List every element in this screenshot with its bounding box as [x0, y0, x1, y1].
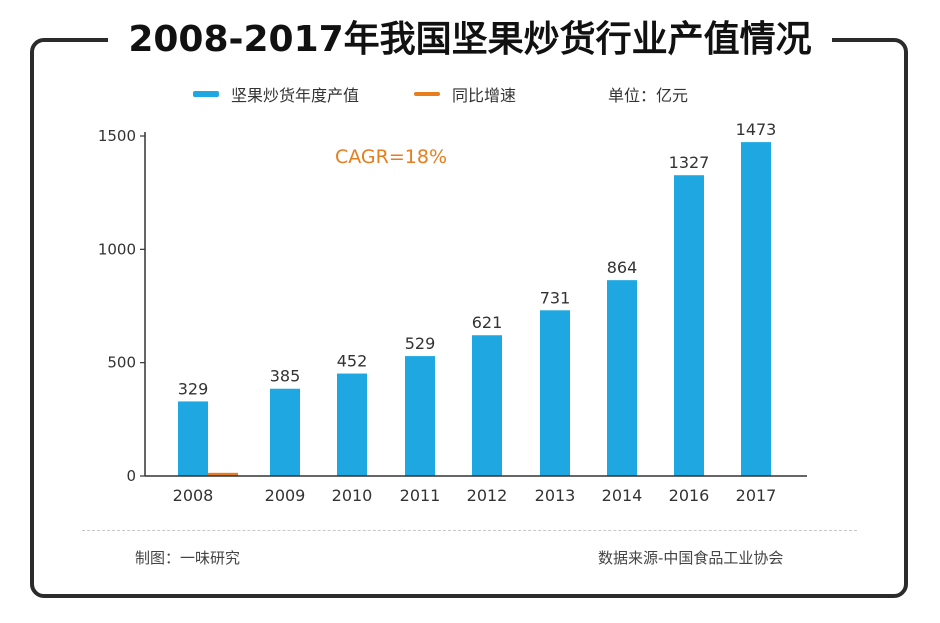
bar-2012	[472, 335, 502, 476]
bar-2008	[178, 401, 208, 476]
bar-2009	[270, 388, 300, 476]
category-label-2011: 2011	[400, 486, 441, 505]
y-tick-label-1500: 1500	[98, 127, 136, 145]
category-label-2009: 2009	[265, 486, 306, 505]
category-label-2014: 2014	[602, 486, 643, 505]
legend-swatch-line	[414, 92, 440, 96]
y-tick-label-1000: 1000	[98, 240, 136, 258]
bars-layer: 329 385 452 529 621 731 864 1327 1473	[178, 120, 777, 477]
legend-item-production: 坚果炒货年度产值	[193, 82, 359, 106]
category-label-2013: 2013	[535, 486, 576, 505]
unit-label: 单位：亿元	[608, 82, 688, 106]
bar-2016	[674, 175, 704, 477]
legend-label-production: 坚果炒货年度产值	[231, 86, 360, 105]
value-label-2009: 385	[270, 367, 301, 386]
legend-item-growth: 同比增速	[414, 82, 516, 106]
y-tick-label-500: 500	[107, 354, 136, 372]
footer-divider	[82, 530, 857, 531]
bar-2010	[337, 373, 367, 476]
value-label-2010: 452	[337, 352, 368, 371]
category-label-2010: 2010	[332, 486, 373, 505]
bar-2013	[540, 310, 570, 476]
legend-swatch-bar	[193, 91, 219, 97]
footer-credit: 制图：一味研究	[135, 549, 241, 567]
value-label-2012: 621	[472, 313, 503, 332]
legend: 坚果炒货年度产值 同比增速 单位：亿元	[0, 82, 940, 106]
bar-2014	[607, 280, 637, 476]
category-label-2012: 2012	[467, 486, 508, 505]
footer-source: 数据来源-中国食品工业协会	[598, 549, 784, 567]
category-label-2016: 2016	[669, 486, 710, 505]
category-label-2008: 2008	[173, 486, 214, 505]
unit-label-text: 单位：亿元	[608, 86, 689, 105]
bar-2011	[405, 356, 435, 476]
growth-mark-2008	[208, 472, 238, 476]
value-label-2017: 1473	[736, 120, 777, 139]
category-label-2017: 2017	[736, 486, 777, 505]
value-label-2013: 731	[540, 288, 571, 307]
axes-layer: 0 500 1000 1500 2008 2009 2010 2011 2012 2013 2014…	[98, 127, 807, 505]
value-label-2008: 329	[178, 379, 209, 398]
cagr-annotation: CAGR=18%	[335, 146, 448, 168]
legend-label-growth: 同比增速	[452, 86, 517, 105]
chart-title: 2008-2017年我国坚果炒货行业产值情况	[128, 19, 812, 60]
value-label-2014: 864	[607, 258, 638, 277]
value-label-2011: 529	[405, 334, 436, 353]
value-label-2016: 1327	[669, 153, 710, 172]
title-container: 2008-2017年我国坚果炒货行业产值情况	[108, 10, 832, 62]
y-tick-label-0: 0	[126, 467, 136, 485]
bar-2017	[741, 142, 771, 476]
